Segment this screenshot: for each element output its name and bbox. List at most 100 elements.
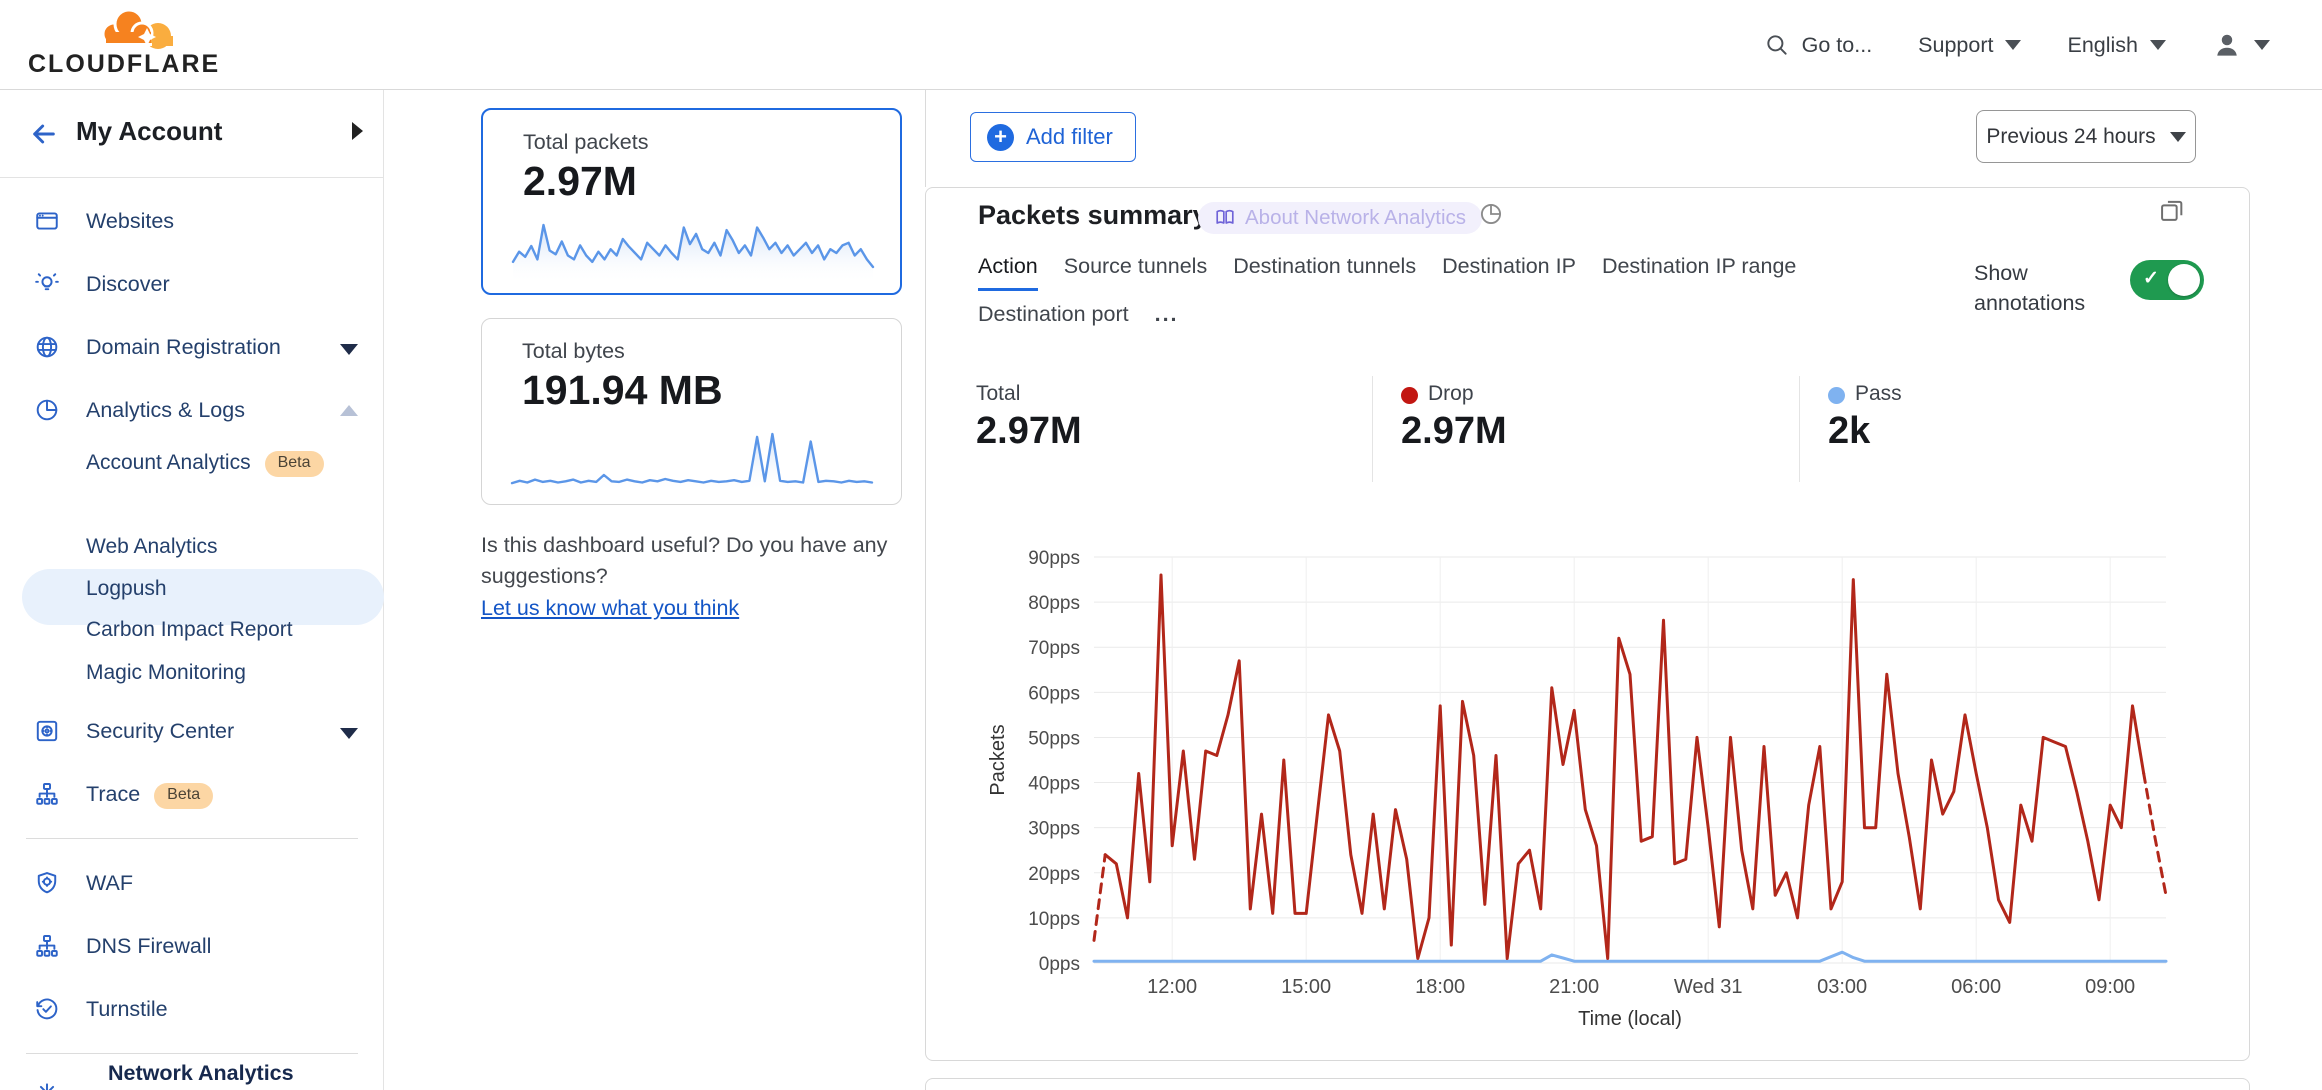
back-arrow-icon[interactable] [28,118,60,150]
card-value: 2.97M [523,158,637,204]
cloudflare-logo[interactable]: CLOUDFLARE [28,6,218,84]
goto-label: Go to... [1801,32,1873,57]
drop-dot [1401,387,1418,404]
support-label: Support [1918,32,1994,57]
beta-badge: Beta [154,783,214,809]
sidebar-item-carbon-impact-report[interactable]: Carbon Impact Report [86,618,293,641]
svg-text:06:00: 06:00 [1951,976,2001,998]
total-packets-card[interactable]: Total packets 2.97M [481,108,902,295]
sitemap-icon [36,783,58,805]
packets-time-series-chart[interactable]: 0pps 10pps 20pps 30pps 40pps 50pps 60pps 70pps 8… [926,518,2251,1048]
pie-chart-icon[interactable] [1478,201,1504,227]
chevron-down-icon [2169,131,2186,142]
language-label: English [2067,32,2138,57]
sidebar-item-network-analytics[interactable]: Network Analytics [22,569,384,1085]
sidebar-item-turnstile[interactable]: Turnstile [0,988,384,1032]
svg-text:40pps: 40pps [1028,774,1080,795]
book-icon [1216,209,1234,224]
time-range-value: Previous 24 hours [1986,124,2156,148]
time-range-dropdown[interactable]: Previous 24 hours [1976,110,2196,163]
next-panel-edge [925,1078,2250,1090]
svg-text:20pps: 20pps [1028,864,1080,885]
feedback-block: Is this dashboard useful? Do you have an… [481,530,933,624]
card-title: Total packets [523,130,649,154]
duplicate-icon[interactable] [2158,196,2186,224]
account-menu[interactable] [2212,30,2270,60]
card-value: 191.94 MB [522,367,723,413]
user-icon [2217,34,2237,56]
stat-divider [1372,376,1373,482]
stat-pass-label: Pass [1855,382,1902,405]
stat-pass-value: 2k [1828,410,1871,452]
svg-text:15:00: 15:00 [1281,976,1331,998]
sidebar-divider [26,838,358,839]
svg-text:09:00: 09:00 [2085,976,2135,998]
svg-text:18:00: 18:00 [1415,976,1465,998]
sidebar-item-waf[interactable]: WAF [0,862,384,906]
cloudflare-cloud-icon [101,8,173,49]
sidebar-item-domain-registration[interactable]: Domain Registration [0,326,384,370]
svg-text:Time (local): Time (local) [1578,1008,1682,1030]
more-tabs-button[interactable]: ... [1154,302,1179,326]
about-network-analytics-badge[interactable]: About Network Analytics [1198,202,1483,234]
tab-destination-port[interactable]: Destination port [978,302,1129,326]
sidebar-item-security-center[interactable]: Security Center [0,710,384,754]
chevron-down-icon [340,728,358,739]
goto-search[interactable]: Go to... [1764,32,1873,58]
bytes-sparkline [510,432,874,493]
packets-sparkline [511,223,875,284]
account-header: My Account [0,90,383,178]
feedback-link[interactable]: Let us know what you think [481,596,740,620]
pie-chart-icon [36,399,58,421]
pass-dot [1828,387,1845,404]
sidebar-item-magic-monitoring[interactable]: Magic Monitoring [86,661,246,684]
starburst-icon [39,1083,55,1090]
support-menu[interactable]: Support [1918,32,2022,58]
plus-icon: + [987,123,1014,151]
tab-source-tunnels[interactable]: Source tunnels [1063,254,1208,278]
shield-gear-icon [37,872,57,894]
language-menu[interactable]: English [2067,33,2166,58]
search-icon [1767,35,1787,55]
sidebar-item-websites[interactable]: Websites [0,200,384,244]
svg-text:10pps: 10pps [1028,909,1080,930]
sidebar-item-trace[interactable]: Trace Beta [0,773,384,817]
stat-drop-value: 2.97M [1401,410,1507,452]
panel-title: Packets summary [978,200,1208,230]
sidebar-item-account-analytics[interactable]: Account Analytics Beta [0,443,384,485]
total-bytes-card[interactable]: Total bytes 191.94 MB [481,318,902,505]
network-tree-icon [36,935,58,957]
stat-drop-label: Drop [1428,382,1474,405]
svg-text:90pps: 90pps [1028,548,1080,569]
sidebar-item-dns-firewall[interactable]: DNS Firewall [0,925,384,969]
packets-summary-panel: Packets summary About Network Analytics … [925,187,2250,1061]
logo-wordmark: CLOUDFLARE [28,50,221,78]
sidebar-item-discover[interactable]: Discover [0,263,384,307]
sidebar-item-partial[interactable] [0,1072,384,1090]
svg-text:0pps: 0pps [1039,954,1080,975]
topbar-nav: Go to... Support English [1764,0,2270,90]
chevron-down-icon [2254,40,2270,50]
sidebar-item-web-analytics[interactable]: Web Analytics [86,535,218,558]
tab-destination-tunnels[interactable]: Destination tunnels [1233,254,1417,278]
toggle-knob [2168,264,2200,296]
tab-destination-ip[interactable]: Destination IP [1442,254,1576,278]
check-icon: ✓ [2143,268,2159,289]
tab-action[interactable]: Action [978,254,1038,291]
sidebar: My Account Websites Discover Domain Regi… [0,90,384,1090]
summary-tabs: Action Source tunnels Destination tunnel… [978,254,1938,333]
svg-text:80pps: 80pps [1028,593,1080,614]
add-filter-label: Add filter [1026,124,1113,149]
svg-text:60pps: 60pps [1028,683,1080,704]
tab-destination-ip-range[interactable]: Destination IP range [1601,254,1797,278]
sidebar-item-analytics-logs[interactable]: Analytics & Logs [0,389,384,433]
account-title: My Account [76,116,223,146]
chevron-down-icon [340,344,358,355]
add-filter-button[interactable]: + Add filter [970,112,1136,162]
chevron-right-icon[interactable] [352,122,363,140]
sidebar-item-logpush[interactable]: Logpush [86,577,167,600]
chevron-down-icon [2005,40,2022,50]
clock-check-icon [36,998,58,1020]
show-annotations-toggle[interactable]: ✓ [2130,260,2204,300]
